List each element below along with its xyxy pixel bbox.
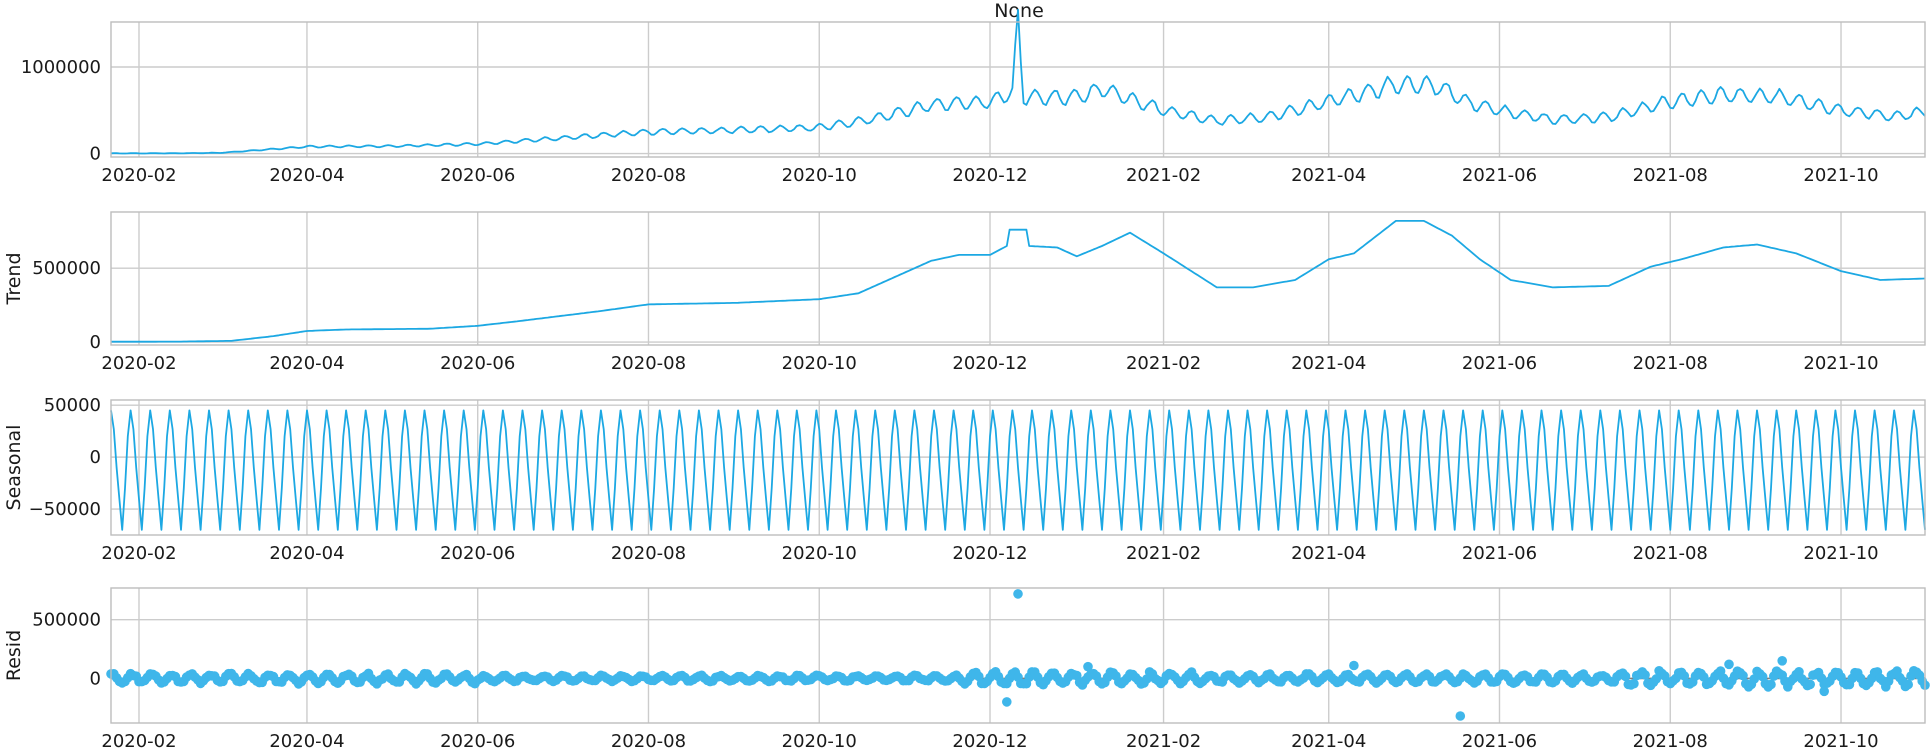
x-tick-label: 2020-12	[952, 731, 1027, 752]
x-tick-label: 2020-04	[269, 543, 344, 564]
resid-point	[1013, 589, 1023, 599]
resid-point	[1349, 660, 1359, 671]
resid-point	[1620, 671, 1631, 682]
x-tick-label: 2020-12	[952, 543, 1027, 564]
x-tick-label: 2021-08	[1633, 165, 1708, 186]
y-tick-label: 0	[90, 668, 101, 689]
x-tick-label: 2021-10	[1803, 543, 1878, 564]
x-tick-label: 2020-12	[952, 353, 1027, 374]
y-tick-label: 1000000	[21, 57, 101, 78]
x-tick-label: 2020-02	[101, 543, 176, 564]
x-tick-label: 2020-06	[440, 353, 515, 374]
panel-seasonal: 2020-02 2020-04 2020-06 2020-08 2020-10 2020-…	[3, 395, 1926, 564]
panel-resid: 2020-02 2020-04 2020-06 2020-08 2020-10 2020-…	[3, 587, 1930, 752]
y-axis-title: Trend	[3, 253, 25, 306]
x-tick-label: 2021-06	[1462, 353, 1537, 374]
x-tick-label: 2020-04	[269, 165, 344, 186]
y-tick-label: 0	[90, 144, 101, 165]
x-tick-label: 2020-08	[611, 165, 686, 186]
x-tick-label: 2020-02	[101, 353, 176, 374]
resid-point	[1777, 656, 1787, 666]
y-tick-label: 0	[90, 332, 101, 353]
y-tick-label: 500000	[32, 610, 101, 631]
observed-series-line	[110, 8, 1926, 155]
x-tick-label: 2021-04	[1291, 165, 1366, 186]
x-tick-label: 2021-08	[1633, 543, 1708, 564]
y-tick-label: 50000	[44, 395, 101, 416]
x-tick-label: 2020-08	[611, 731, 686, 752]
resid-point	[1715, 666, 1726, 676]
resid-point	[1679, 671, 1690, 681]
x-tick-label: 2020-08	[611, 353, 686, 374]
y-axis-title: Seasonal	[3, 425, 25, 511]
resid-point	[1766, 679, 1776, 690]
y-tick-label: 0	[90, 447, 101, 468]
x-tick-label: 2020-04	[269, 353, 344, 374]
resid-point	[1805, 679, 1815, 690]
panel-trend: 2020-02 2020-04 2020-06 2020-08 2020-10 2020-…	[3, 211, 1926, 374]
x-tick-label: 2020-10	[782, 543, 857, 564]
x-tick-label: 2020-06	[440, 543, 515, 564]
seasonal-series-line	[110, 409, 1926, 531]
x-tick-label: 2020-08	[611, 543, 686, 564]
x-tick-label: 2021-04	[1291, 731, 1366, 752]
x-tick-label: 2020-04	[269, 731, 344, 752]
x-tick-label: 2020-10	[782, 165, 857, 186]
x-tick-label: 2021-08	[1633, 731, 1708, 752]
resid-point	[1083, 661, 1093, 672]
x-tick-label: 2021-06	[1462, 543, 1537, 564]
x-tick-label: 2021-02	[1126, 543, 1201, 564]
x-tick-label: 2020-02	[101, 165, 176, 186]
chart-title: None	[994, 0, 1044, 22]
x-tick-label: 2020-10	[782, 731, 857, 752]
resid-point	[1738, 670, 1748, 681]
plot-frame	[110, 21, 1926, 158]
resid-point	[1819, 686, 1829, 697]
y-axis-title: Resid	[3, 630, 25, 681]
resid-point	[1724, 659, 1734, 670]
x-tick-label: 2020-06	[440, 731, 515, 752]
x-tick-label: 2020-06	[440, 165, 515, 186]
x-tick-label: 2021-10	[1803, 353, 1878, 374]
x-tick-label: 2021-04	[1291, 543, 1366, 564]
x-tick-label: 2021-06	[1462, 731, 1537, 752]
x-tick-label: 2021-10	[1803, 165, 1878, 186]
x-tick-label: 2021-04	[1291, 353, 1366, 374]
plot-frame	[110, 587, 1926, 724]
resid-point	[1699, 672, 1709, 682]
x-tick-label: 2020-10	[782, 353, 857, 374]
x-tick-label: 2021-08	[1633, 353, 1708, 374]
panel-observed: 2020-02 2020-04 2020-06 2020-08 2020-10 2020-…	[21, 8, 1926, 186]
trend-series-line	[111, 219, 1926, 343]
resid-point	[1903, 679, 1913, 690]
x-tick-label: 2021-02	[1126, 731, 1201, 752]
resid-point	[1002, 697, 1012, 707]
x-tick-label: 2020-02	[101, 731, 176, 752]
plot-frame	[110, 211, 1926, 346]
x-tick-label: 2021-02	[1126, 353, 1201, 374]
y-tick-label: −50000	[29, 499, 101, 520]
resid-point	[1455, 711, 1466, 721]
x-tick-label: 2021-02	[1126, 165, 1201, 186]
resid-point	[1640, 670, 1650, 680]
plot-frame	[110, 399, 1926, 536]
x-tick-label: 2020-12	[952, 165, 1027, 186]
x-tick-label: 2021-06	[1462, 165, 1537, 186]
y-tick-label: 500000	[32, 258, 101, 279]
resid-point	[1629, 678, 1639, 689]
x-tick-label: 2021-10	[1803, 731, 1878, 752]
